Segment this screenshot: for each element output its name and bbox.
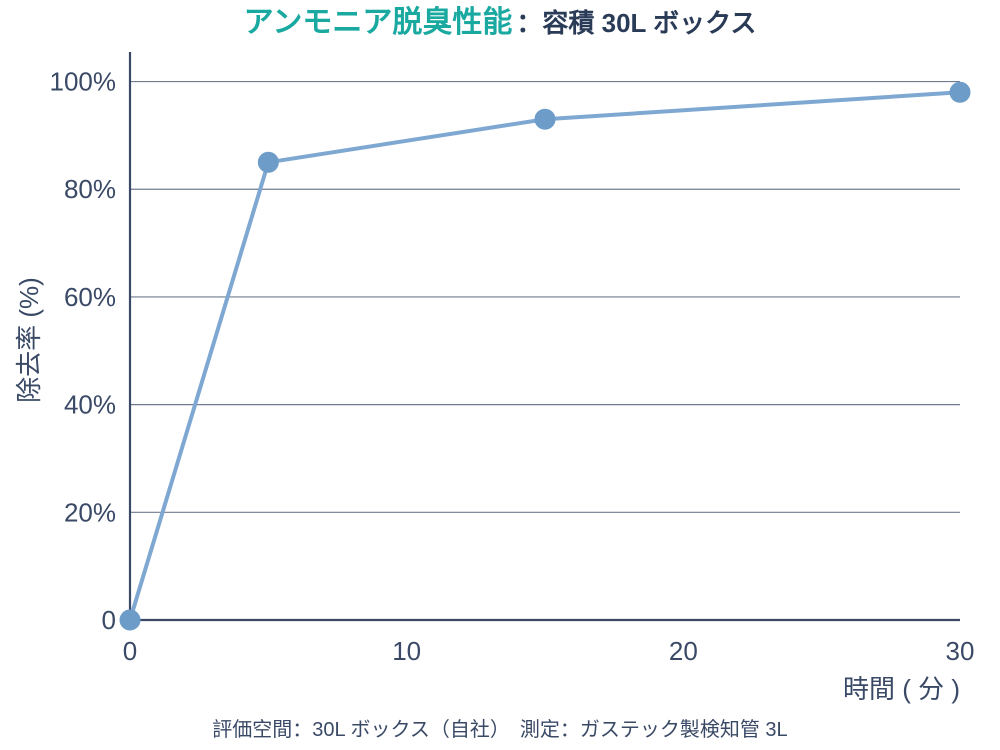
data-marker: [950, 82, 970, 102]
chart-title: アンモニア脱臭性能：容積 30L ボックス: [244, 6, 757, 39]
chart-bg: [0, 0, 1000, 750]
x-tick-label: 0: [123, 636, 137, 666]
chart-container: 0 20% 40% 60% 80% 100% 0 10 20 30 除去率 (%) 時間 ( 分 ) ア…: [0, 0, 1000, 750]
data-marker: [120, 610, 140, 630]
line-chart: 0 20% 40% 60% 80% 100% 0 10 20 30 除去率 (%) 時間 ( 分 ) ア…: [0, 0, 1000, 750]
x-tick-label: 10: [392, 636, 421, 666]
x-tick-label: 20: [669, 636, 698, 666]
data-marker: [535, 109, 555, 129]
y-tick-label: 60%: [64, 282, 116, 312]
x-tick-label: 30: [946, 636, 975, 666]
x-axis-label: 時間 ( 分 ): [843, 674, 960, 704]
y-tick-label: 0: [102, 605, 116, 635]
y-tick-label: 80%: [64, 174, 116, 204]
y-tick-label: 100%: [50, 67, 117, 97]
data-marker: [258, 152, 278, 172]
y-tick-label: 40%: [64, 390, 116, 420]
y-tick-label: 20%: [64, 497, 116, 527]
y-axis-label: 除去率 (%): [14, 277, 44, 403]
chart-footnote: 評価空間：30L ボックス（自社） 測定：ガステック製検知管 3L: [212, 718, 787, 741]
